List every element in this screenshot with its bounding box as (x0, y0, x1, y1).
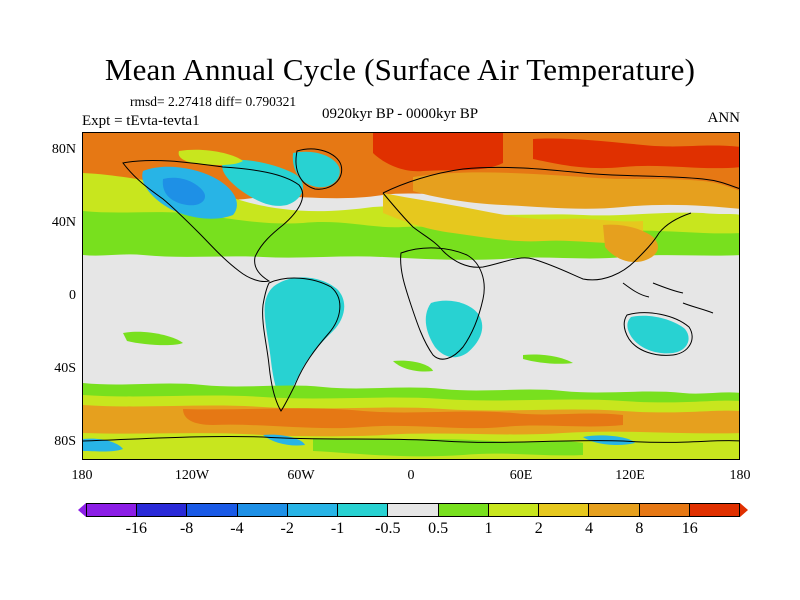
indian-ocean-green (523, 354, 573, 364)
y-tick-0: 0 (69, 288, 76, 303)
colorbar-label: 0.5 (428, 520, 449, 537)
x-tick-60E: 60E (509, 468, 533, 483)
colorbar-segment (187, 504, 238, 516)
colorbar-segment (438, 504, 489, 516)
colorbar-left-arrow (78, 503, 86, 517)
colorbar-segment (488, 504, 540, 516)
warm-green-band-north (83, 211, 739, 260)
x-tick-180-right: 180 (729, 468, 751, 483)
coastline-se-asia (622, 282, 714, 314)
pacific-green-patch (123, 331, 183, 346)
eurasia-warm-orange (413, 172, 739, 209)
colorbar-label: 16 (681, 520, 698, 537)
atlantic-green-patch (393, 360, 433, 372)
colorbar-segment (388, 504, 439, 516)
x-tick-0: 0 (407, 468, 415, 483)
colorbar-right-arrow (740, 503, 748, 517)
greenland-cold (292, 151, 340, 188)
y-tick-80N: 80N (51, 142, 76, 157)
colorbar-segment (137, 504, 188, 516)
colorbar-label: -4 (230, 520, 244, 537)
x-tick-60W: 60W (287, 468, 315, 483)
southern-warm-orange-2 (183, 408, 623, 429)
colorbar-segment (689, 504, 740, 516)
colorbar-segment (539, 504, 590, 516)
coastline-greenland (295, 148, 343, 190)
colorbar-label: -2 (280, 520, 294, 537)
x-tick-120E: 120E (615, 468, 645, 483)
coastline-africa (400, 247, 485, 360)
stats-label: rmsd= 2.27418 diff= 0.790321 (130, 94, 297, 109)
canada-cold-light (222, 159, 304, 206)
map-panel (82, 132, 740, 460)
africa-cold (425, 300, 483, 358)
colorbar-label: -1 (330, 520, 345, 537)
antarctic-green (313, 439, 583, 457)
colorbar-segment (589, 504, 640, 516)
temperature-difference-map (83, 133, 739, 459)
coastline-antarctica (83, 435, 739, 443)
season-label: ANN (707, 110, 741, 126)
colorbar (86, 503, 740, 517)
arctic-hot-patches (373, 133, 503, 172)
period-label: 0920kyr BP - 0000kyr BP (322, 106, 479, 122)
experiment-label: Expt = tEvta-tevta1 (82, 113, 200, 129)
north-america-cold-core (162, 177, 206, 206)
colorbar-label: 8 (635, 520, 644, 537)
coastline-north-america (122, 159, 304, 282)
x-tick-120W: 120W (174, 468, 210, 483)
south-america-cold (264, 277, 345, 405)
australia-cold (627, 315, 689, 354)
y-tick-40N: 40N (51, 215, 76, 230)
colorbar-label: 4 (585, 520, 594, 537)
coastlines (83, 148, 739, 443)
coastline-south-america (262, 277, 341, 412)
arctic-hot-patch-2 (533, 138, 739, 169)
figure-title: Mean Annual Cycle (Surface Air Temperatu… (104, 52, 696, 87)
colorbar-segment (338, 504, 389, 516)
y-tick-40S: 40S (54, 361, 76, 376)
canada-yellow (178, 149, 243, 165)
colorbar-label: 1 (484, 520, 493, 537)
y-tick-80S: 80S (54, 434, 76, 449)
x-tick-180-left: 180 (71, 468, 93, 483)
coastline-eurasia (382, 166, 739, 281)
colorbar-label: -0.5 (375, 520, 401, 537)
colorbar-segment (639, 504, 690, 516)
nh-ocean-yellow (383, 193, 643, 244)
colorbar-label: -8 (179, 520, 194, 537)
colorbar-segment (287, 504, 339, 516)
east-asia-orange (603, 224, 658, 263)
coastline-australia (623, 312, 693, 356)
colorbar-segment (87, 504, 138, 516)
colorbar-segment (237, 504, 288, 516)
colorbar-label: 2 (534, 520, 543, 537)
colorbar-label: -16 (125, 520, 147, 537)
